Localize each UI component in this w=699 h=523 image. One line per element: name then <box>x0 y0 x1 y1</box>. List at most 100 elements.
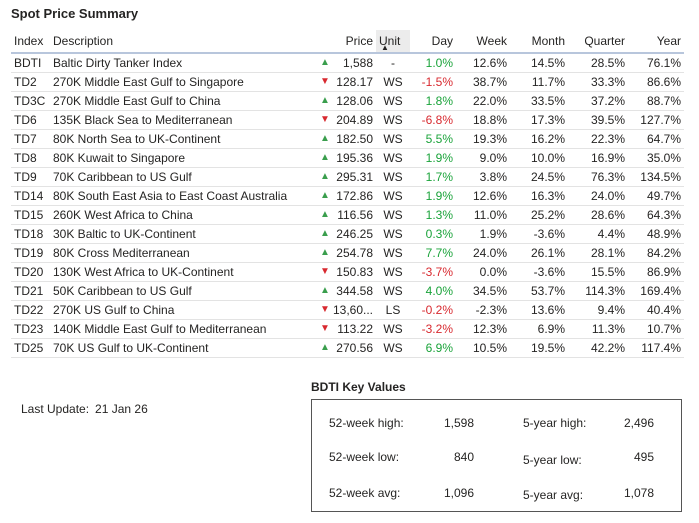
cell-price: ▲ 1,588 <box>318 53 376 73</box>
cell-price: ▲ 254.78 <box>318 243 376 263</box>
cell-index: TD6 <box>11 110 50 130</box>
cell-week: -2.3% <box>456 300 510 320</box>
cell-month: -3.6% <box>510 262 568 282</box>
cell-day: -3.7% <box>410 262 456 282</box>
cell-month: 13.6% <box>510 300 568 320</box>
price-value: 1,588 <box>342 56 373 70</box>
price-value: 246.25 <box>336 227 373 241</box>
cell-quarter: 37.2% <box>568 91 628 111</box>
col-header-day[interactable]: Day <box>410 30 456 54</box>
table-row[interactable]: TD14 80K South East Asia to East Coast Au… <box>11 186 684 206</box>
cell-day: -3.2% <box>410 319 456 339</box>
col-header-week[interactable]: Week <box>456 30 510 54</box>
cell-month: -3.6% <box>510 224 568 244</box>
price-value: 13,60... <box>332 303 373 317</box>
price-value: 116.56 <box>337 208 373 222</box>
table-row[interactable]: TD19 80K Cross Mediterranean ▲ 254.78 WS 7.7%… <box>11 243 684 263</box>
cell-week: 12.3% <box>456 319 510 339</box>
table-row[interactable]: TD22 270K US Gulf to China ▼ 13,60... LS -0.2… <box>11 300 684 320</box>
table-row[interactable]: TD2 270K Middle East Gulf to Singapore ▼ 12… <box>11 72 684 92</box>
cell-quarter: 33.3% <box>568 72 628 92</box>
table-row[interactable]: TD15 260K West Africa to China ▲ 116.56 WS 1.… <box>11 205 684 225</box>
key-values-panel: 52-week high: 1,598 52-week low: 840 52-… <box>311 399 682 512</box>
cell-year: 86.9% <box>628 262 684 282</box>
cell-unit: WS <box>376 281 410 301</box>
table-row[interactable]: TD21 50K Caribbean to US Gulf ▲ 344.58 WS 4.0… <box>11 281 684 301</box>
cell-quarter: 28.5% <box>568 53 628 73</box>
cell-quarter: 11.3% <box>568 319 628 339</box>
price-value: 113.22 <box>337 322 373 336</box>
cell-description: 270K Middle East Gulf to Singapore <box>50 72 318 92</box>
cell-day: 1.7% <box>410 167 456 187</box>
cell-day: -0.2% <box>410 300 456 320</box>
cell-price: ▼ 204.89 <box>318 110 376 130</box>
spot-price-table: Index Description Price Unit ▲ Day Week M… <box>11 30 684 358</box>
cell-unit: - <box>376 53 410 73</box>
cell-quarter: 4.4% <box>568 224 628 244</box>
trend-up-icon: ▲ <box>320 342 330 353</box>
cell-year: 10.7% <box>628 319 684 339</box>
key-values-title: BDTI Key Values <box>311 380 406 394</box>
cell-year: 88.7% <box>628 91 684 111</box>
cell-week: 12.6% <box>456 186 510 206</box>
cell-index: TD15 <box>11 205 50 225</box>
cell-month: 14.5% <box>510 53 568 73</box>
cell-quarter: 42.2% <box>568 338 628 358</box>
cell-month: 19.5% <box>510 338 568 358</box>
table-row[interactable]: TD18 30K Baltic to UK-Continent ▲ 246.25 WS 0… <box>11 224 684 244</box>
week52-high-label: 52-week high: <box>329 416 404 430</box>
cell-price: ▲ 172.86 <box>318 186 376 206</box>
cell-year: 35.0% <box>628 148 684 168</box>
cell-quarter: 15.5% <box>568 262 628 282</box>
price-value: 204.89 <box>336 113 373 127</box>
cell-index: TD21 <box>11 281 50 301</box>
trend-up-icon: ▲ <box>320 209 330 220</box>
cell-unit: WS <box>376 129 410 149</box>
cell-quarter: 28.1% <box>568 243 628 263</box>
table-row[interactable]: TD9 70K Caribbean to US Gulf ▲ 295.31 WS 1.7%… <box>11 167 684 187</box>
table-row[interactable]: TD6 135K Black Sea to Mediterranean ▼ 204.8… <box>11 110 684 130</box>
cell-unit: WS <box>376 148 410 168</box>
cell-month: 11.7% <box>510 72 568 92</box>
cell-day: 1.9% <box>410 148 456 168</box>
trend-up-icon: ▲ <box>320 133 330 144</box>
cell-description: 70K Caribbean to US Gulf <box>50 167 318 187</box>
cell-index: TD2 <box>11 72 50 92</box>
cell-price: ▲ 128.06 <box>318 91 376 111</box>
cell-month: 26.1% <box>510 243 568 263</box>
cell-month: 10.0% <box>510 148 568 168</box>
col-header-year[interactable]: Year <box>628 30 684 54</box>
price-value: 150.83 <box>336 265 373 279</box>
cell-year: 49.7% <box>628 186 684 206</box>
table-row[interactable]: BDTI Baltic Dirty Tanker Index ▲ 1,588-1.0%… <box>11 53 684 73</box>
price-value: 254.78 <box>336 246 373 260</box>
cell-year: 84.2% <box>628 243 684 263</box>
cell-description: 80K Cross Mediterranean <box>50 243 318 263</box>
cell-price: ▼ 128.17 <box>318 72 376 92</box>
year5-low-label: 5-year low: <box>523 453 582 467</box>
price-value: 344.58 <box>336 284 373 298</box>
col-header-index[interactable]: Index <box>11 30 50 54</box>
cell-day: 1.3% <box>410 205 456 225</box>
table-row[interactable]: TD7 80K North Sea to UK-Continent ▲ 182.50 W… <box>11 129 684 149</box>
table-row[interactable]: TD8 80K Kuwait to Singapore ▲ 195.36 WS 1.9% 9… <box>11 148 684 168</box>
cell-day: 1.0% <box>410 53 456 73</box>
cell-index: TD19 <box>11 243 50 263</box>
cell-price: ▲ 182.50 <box>318 129 376 149</box>
col-header-quarter[interactable]: Quarter <box>568 30 628 54</box>
cell-day: 1.8% <box>410 91 456 111</box>
table-row[interactable]: TD25 70K US Gulf to UK-Continent ▲ 270.56 WS… <box>11 338 684 358</box>
col-header-price[interactable]: Price <box>318 30 376 54</box>
trend-down-icon: ▼ <box>320 76 330 87</box>
col-header-description[interactable]: Description <box>50 30 318 54</box>
table-row[interactable]: TD20 130K West Africa to UK-Continent ▼ 150… <box>11 262 684 282</box>
col-header-unit[interactable]: Unit ▲ <box>376 30 410 54</box>
cell-day: 4.0% <box>410 281 456 301</box>
cell-year: 117.4% <box>628 338 684 358</box>
cell-unit: WS <box>376 262 410 282</box>
col-header-month[interactable]: Month <box>510 30 568 54</box>
table-row[interactable]: TD23 140K Middle East Gulf to Mediterrane… <box>11 319 684 339</box>
cell-week: 0.0% <box>456 262 510 282</box>
table-row[interactable]: TD3C 270K Middle East Gulf to China ▲ 128.0… <box>11 91 684 111</box>
cell-month: 25.2% <box>510 205 568 225</box>
